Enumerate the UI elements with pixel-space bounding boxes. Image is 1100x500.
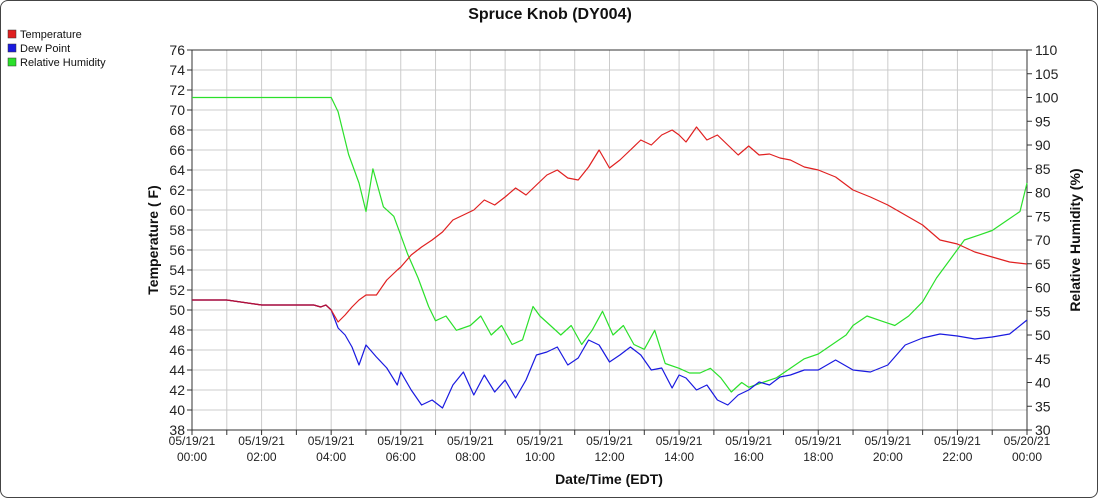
y-tick-label-left: 74 xyxy=(169,62,185,78)
x-tick-label-time: 10:00 xyxy=(525,450,555,464)
y-tick-label-left: 70 xyxy=(169,102,185,118)
x-tick-label-time: 22:00 xyxy=(942,450,972,464)
legend-swatch-temperature xyxy=(7,29,17,39)
x-tick-label-date: 05/19/21 xyxy=(447,434,494,448)
series-line-dew-point xyxy=(192,299,1028,409)
x-tick-label-time: 14:00 xyxy=(664,450,694,464)
x-tick-label-time: 00:00 xyxy=(177,450,207,464)
y-tick-label-left: 72 xyxy=(169,82,185,98)
x-tick-label-date: 05/19/21 xyxy=(586,434,633,448)
y-tick-label-left: 62 xyxy=(169,182,185,198)
y-tick-label-left: 68 xyxy=(169,122,185,138)
y-tick-label-right: 110 xyxy=(1035,42,1058,58)
x-tick-label-time: 16:00 xyxy=(734,450,764,464)
series-line-relative-humidity xyxy=(192,96,1028,393)
y-tick-label-left: 48 xyxy=(169,322,185,338)
y-tick-label-left: 54 xyxy=(169,262,185,278)
series-lines xyxy=(192,96,1028,409)
y-tick-label-left: 46 xyxy=(169,342,185,358)
y-tick-label-right: 65 xyxy=(1035,256,1051,272)
y-tick-label-left: 50 xyxy=(169,302,185,318)
x-tick-label-date: 05/19/21 xyxy=(795,434,842,448)
y-tick-label-right: 55 xyxy=(1035,303,1051,319)
x-tick-label-date: 05/19/21 xyxy=(934,434,981,448)
y-axis-title-right: Relative Humidity (%) xyxy=(1067,168,1083,311)
series-line-merged-temp-dewpoint xyxy=(192,299,332,311)
y-tick-label-right: 95 xyxy=(1035,113,1051,129)
axes: 38 40 42 44 46 48 50 52 54 56 58 60 62 64 66 68 70 72 74 76… xyxy=(169,42,1059,464)
x-tick-label-date: 05/19/21 xyxy=(377,434,424,448)
x-tick-label-date: 05/19/21 xyxy=(517,434,564,448)
y-tick-label-right: 50 xyxy=(1035,327,1051,343)
y-tick-label-right: 80 xyxy=(1035,185,1051,201)
x-tick-label-time: 06:00 xyxy=(386,450,416,464)
y-tick-label-left: 66 xyxy=(169,142,185,158)
y-tick-label-left: 60 xyxy=(169,202,185,218)
y-tick-label-left: 76 xyxy=(169,42,185,58)
y-tick-label-right: 75 xyxy=(1035,208,1051,224)
y-tick-label-right: 90 xyxy=(1035,137,1051,153)
y-tick-label-left: 42 xyxy=(169,382,185,398)
legend-swatch-dew-point xyxy=(7,43,17,53)
y-tick-label-left: 64 xyxy=(169,162,185,178)
x-tick-label-date: 05/19/21 xyxy=(656,434,703,448)
y-tick-label-right: 100 xyxy=(1035,90,1059,106)
x-tick-label-date: 05/19/21 xyxy=(864,434,911,448)
x-tick-label-date: 05/19/21 xyxy=(169,434,216,448)
x-tick-label-date: 05/19/21 xyxy=(725,434,772,448)
series-line-temperature xyxy=(192,126,1028,323)
x-tick-label-time: 20:00 xyxy=(873,450,903,464)
y-tick-label-left: 52 xyxy=(169,282,185,298)
x-tick-label-time: 00:00 xyxy=(1012,450,1042,464)
y-tick-label-right: 60 xyxy=(1035,280,1051,296)
legend-label-temperature: Temperature xyxy=(20,29,82,41)
y-tick-label-right: 45 xyxy=(1035,351,1051,367)
x-tick-label-date: 05/19/21 xyxy=(238,434,285,448)
chart-title: Spruce Knob (DY004) xyxy=(468,6,632,23)
grid xyxy=(191,49,1028,431)
x-tick-label-time: 12:00 xyxy=(594,450,624,464)
y-tick-label-right: 85 xyxy=(1035,161,1051,177)
y-tick-label-right: 105 xyxy=(1035,66,1059,82)
y-tick-label-left: 38 xyxy=(169,422,185,438)
x-tick-label-time: 02:00 xyxy=(247,450,277,464)
y-tick-label-left: 44 xyxy=(169,362,185,378)
x-tick-label-time: 04:00 xyxy=(316,450,346,464)
y-tick-label-left: 40 xyxy=(169,402,185,418)
legend: Temperature Dew Point Relative Humidity xyxy=(7,29,106,69)
y-axis-title-left: Temperature ( F) xyxy=(145,185,161,294)
y-tick-label-right: 40 xyxy=(1035,375,1051,391)
x-axis-title: Date/Time (EDT) xyxy=(555,471,663,487)
plot-area-border xyxy=(191,49,1028,431)
x-tick-label-time: 18:00 xyxy=(803,450,833,464)
y-tick-label-right: 35 xyxy=(1035,398,1051,414)
legend-label-humidity: Relative Humidity xyxy=(20,57,106,69)
x-tick-label-date: 05/19/21 xyxy=(308,434,355,448)
x-tick-label-date: 05/20/21 xyxy=(1004,434,1051,448)
y-tick-label-left: 56 xyxy=(169,242,185,258)
y-tick-label-right: 70 xyxy=(1035,232,1051,248)
y-tick-label-left: 58 xyxy=(169,222,185,238)
legend-swatch-humidity xyxy=(7,57,17,67)
x-tick-label-time: 08:00 xyxy=(455,450,485,464)
legend-label-dew-point: Dew Point xyxy=(20,43,70,55)
y-tick-label-right: 30 xyxy=(1035,422,1051,438)
